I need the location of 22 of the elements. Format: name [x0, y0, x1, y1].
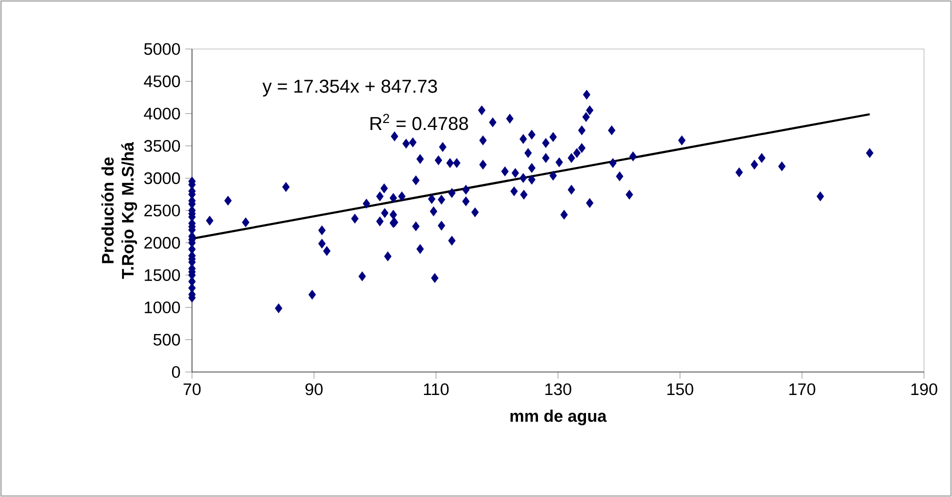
x-tick-label: 130 — [545, 383, 572, 396]
y-tick-label: 1000 — [144, 302, 180, 314]
y-tick-label: 3500 — [144, 140, 180, 152]
y-axis-title: Produción de T.Rojo Kg M.S/há — [101, 142, 138, 279]
annotation: y = 17.354x + 847.73 — [262, 80, 437, 97]
x-axis-title: mm de agua — [510, 410, 607, 426]
y-tick-label: 4500 — [144, 75, 180, 88]
y-tick-label: 5000 — [144, 43, 180, 55]
y-tick-label: 2000 — [144, 236, 180, 249]
x-tick-label: 90 — [306, 383, 323, 396]
y-tick-label: 500 — [153, 334, 180, 346]
y-tick-label: 3000 — [144, 172, 180, 184]
x-tick-label: 190 — [911, 383, 938, 396]
y-tick-label: 2500 — [144, 204, 180, 216]
x-tick-label: 170 — [789, 383, 816, 396]
y-tick-label: 4000 — [144, 108, 180, 120]
annotation: R$^{2}$ = 0.4788 — [370, 114, 468, 130]
y-tick-label: 1500 — [144, 269, 180, 282]
y-tick-label: 0 — [172, 366, 180, 378]
x-tick-label: 70 — [184, 383, 201, 396]
x-tick-label: 150 — [667, 383, 694, 396]
x-tick-label: 110 — [424, 383, 449, 396]
